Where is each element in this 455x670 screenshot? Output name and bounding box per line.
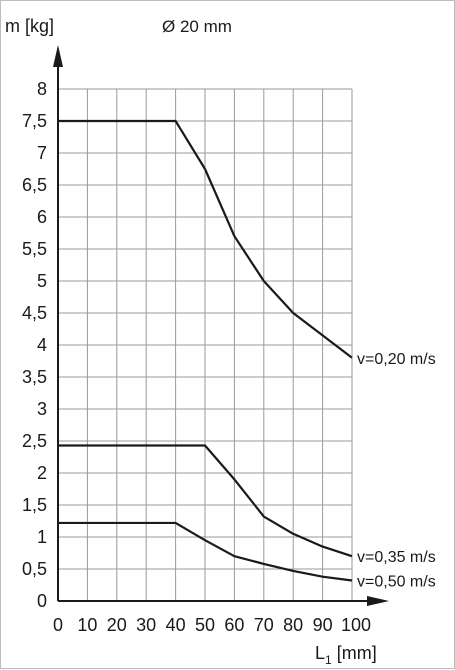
series-label: v=0,35 m/s — [357, 549, 436, 566]
y-tick-label: 0,5 — [22, 559, 47, 579]
x-axis-label: L1 [mm] — [315, 643, 377, 667]
x-tick-label: 100 — [341, 615, 371, 635]
x-axis-label-main: L — [315, 643, 325, 663]
x-tick-label: 10 — [77, 615, 97, 635]
y-tick-label: 4,5 — [22, 303, 47, 323]
x-tick-label: 20 — [107, 615, 127, 635]
y-tick-label: 8 — [37, 79, 47, 99]
series-label: v=0,20 m/s — [357, 351, 436, 368]
y-tick-label: 5 — [37, 271, 47, 291]
y-tick-label: 3,5 — [22, 367, 47, 387]
x-tick-label: 80 — [283, 615, 303, 635]
y-axis-arrow — [53, 45, 63, 67]
y-axis-label: m [kg] — [5, 16, 54, 36]
y-tick-label: 1 — [37, 527, 47, 547]
x-tick-label: 40 — [166, 615, 186, 635]
x-axis-label-unit: [mm] — [337, 643, 377, 663]
x-tick-labels: 0 10 20 30 40 50 60 70 80 90 100 — [53, 615, 371, 635]
y-tick-label: 2,5 — [22, 431, 47, 451]
x-tick-label: 30 — [136, 615, 156, 635]
x-tick-label: 50 — [195, 615, 215, 635]
y-tick-label: 3 — [37, 399, 47, 419]
y-tick-labels: 0 0,5 1 1,5 2 2,5 3 3,5 4 4,5 5 5,5 6 6,5 7 7,5 8 — [22, 79, 47, 611]
series-label: v=0,50 m/s — [357, 574, 436, 591]
y-tick-label: 6,5 — [22, 175, 47, 195]
y-tick-label: 6 — [37, 207, 47, 227]
series-line — [58, 119, 353, 359]
y-tick-label: 1,5 — [22, 495, 47, 515]
x-axis-arrow — [367, 596, 389, 606]
x-tick-label: 0 — [53, 615, 63, 635]
x-axis-label-subscript: 1 — [325, 653, 332, 667]
y-tick-label: 7,5 — [22, 111, 47, 131]
chart-title: Ø 20 mm — [162, 17, 232, 36]
series-line — [58, 444, 353, 558]
y-tick-label: 7 — [37, 143, 47, 163]
y-tick-label: 5,5 — [22, 239, 47, 259]
x-tick-label: 70 — [254, 615, 274, 635]
y-tick-label: 0 — [37, 591, 47, 611]
y-tick-label: 4 — [37, 335, 47, 355]
series-labels: v=0,20 m/s v=0,35 m/s v=0,50 m/s — [357, 351, 436, 591]
axes — [53, 45, 389, 606]
series — [58, 119, 353, 582]
series-line — [58, 521, 353, 582]
x-tick-label: 60 — [224, 615, 244, 635]
y-tick-label: 2 — [37, 463, 47, 483]
x-tick-label: 90 — [313, 615, 333, 635]
grid — [58, 88, 353, 601]
